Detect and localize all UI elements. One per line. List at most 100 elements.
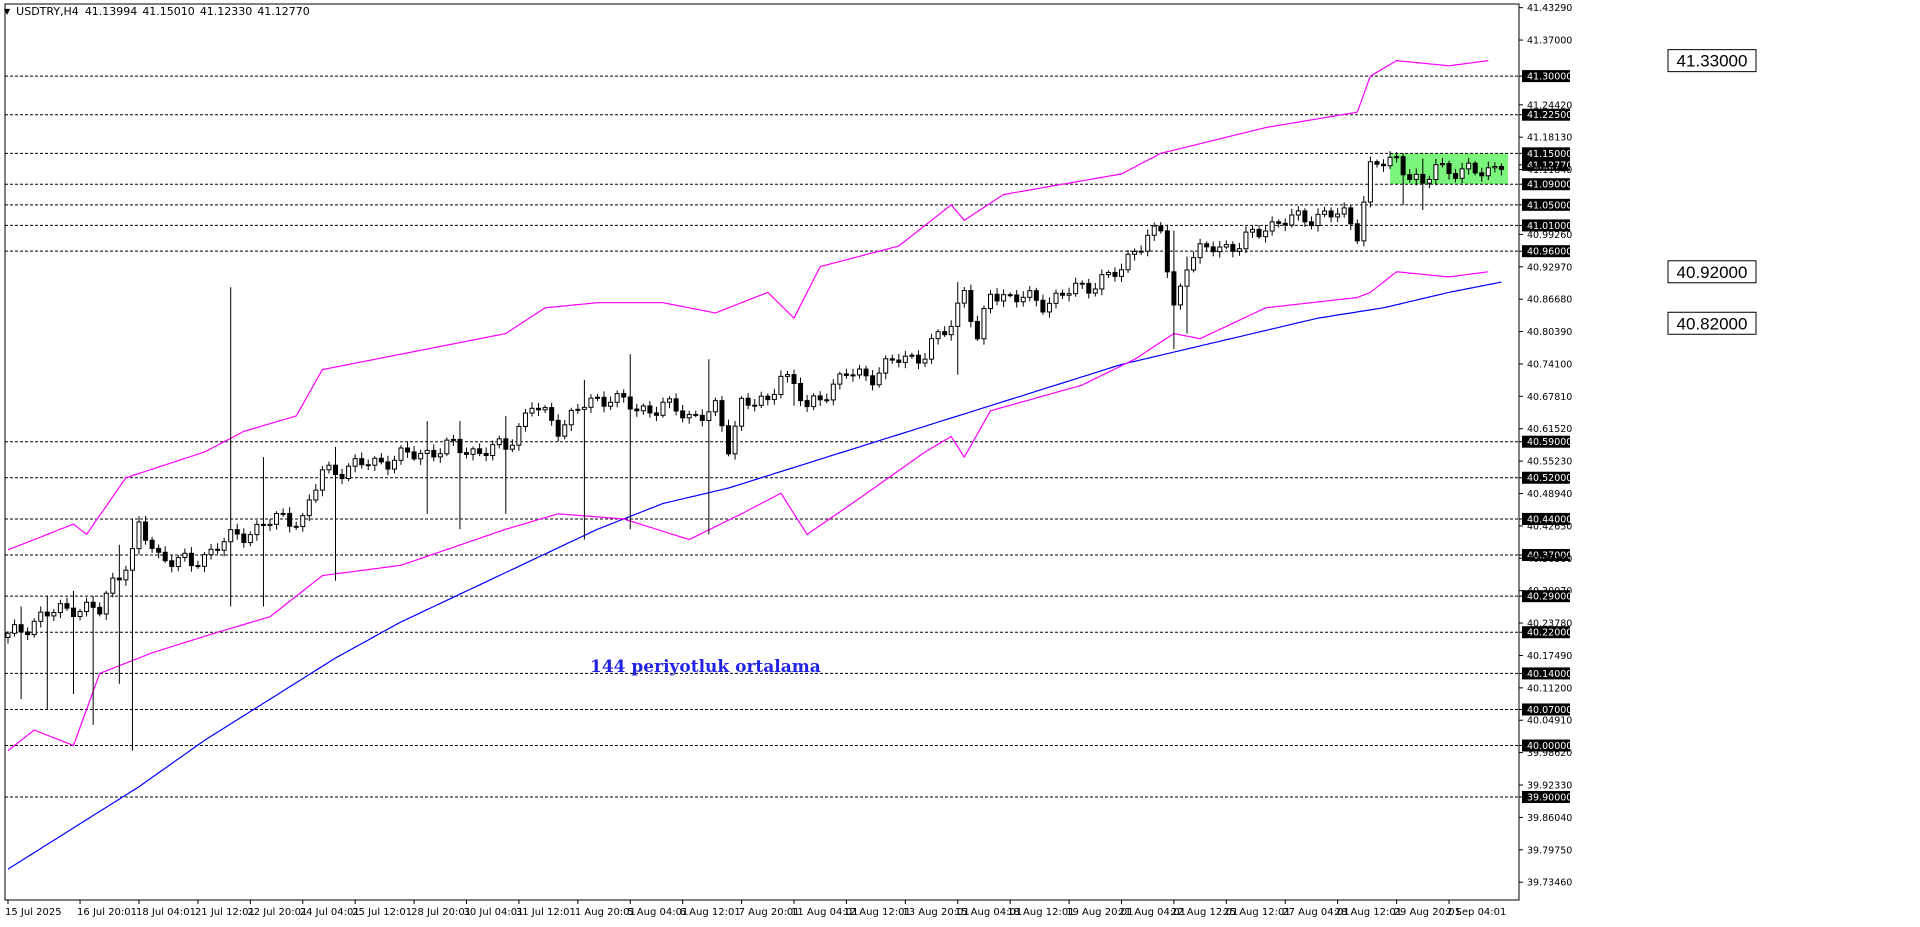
bull-candle[interactable] — [1413, 173, 1419, 180]
bear-candle[interactable] — [215, 548, 221, 551]
bear-candle[interactable] — [1498, 166, 1504, 170]
bull-candle[interactable] — [1191, 257, 1197, 271]
bull-candle[interactable] — [1459, 168, 1465, 179]
bollinger-lower-line[interactable] — [7, 271, 1489, 752]
bull-candle[interactable] — [581, 406, 587, 410]
bear-candle[interactable] — [1348, 207, 1354, 225]
bear-candle[interactable] — [536, 407, 542, 411]
bull-candle[interactable] — [837, 373, 843, 385]
bear-candle[interactable] — [169, 560, 175, 568]
bull-candle[interactable] — [667, 398, 673, 403]
bear-candle[interactable] — [188, 552, 194, 567]
bear-candle[interactable] — [333, 464, 338, 475]
bull-candle[interactable] — [961, 289, 967, 304]
bear-candle[interactable] — [143, 521, 149, 541]
bull-candle[interactable] — [136, 521, 142, 550]
bull-candle[interactable] — [280, 512, 286, 515]
bull-candle[interactable] — [522, 412, 528, 427]
bull-candle[interactable] — [221, 541, 227, 551]
bull-candle[interactable] — [1295, 210, 1301, 216]
bull-candle[interactable] — [228, 529, 234, 543]
bull-candle[interactable] — [1073, 282, 1079, 295]
bull-candle[interactable] — [830, 383, 836, 401]
ma-144-line[interactable] — [7, 281, 1502, 870]
bull-candle[interactable] — [437, 453, 443, 458]
bull-candle[interactable] — [450, 438, 456, 441]
bull-candle[interactable] — [758, 395, 764, 406]
bull-candle[interactable] — [739, 397, 745, 427]
bull-candle[interactable] — [929, 338, 935, 360]
bull-candle[interactable] — [857, 368, 862, 376]
bull-candle[interactable] — [346, 465, 352, 480]
bear-candle[interactable] — [863, 368, 869, 377]
bull-candle[interactable] — [254, 523, 260, 536]
bull-candle[interactable] — [1197, 243, 1203, 259]
bull-candle[interactable] — [922, 358, 928, 364]
bull-candle[interactable] — [103, 592, 109, 615]
bear-candle[interactable] — [621, 393, 627, 398]
bull-candle[interactable] — [496, 438, 502, 446]
bull-candle[interactable] — [1184, 269, 1190, 287]
bull-candle[interactable] — [247, 534, 253, 544]
bear-candle[interactable] — [673, 398, 679, 412]
bull-candle[interactable] — [1217, 246, 1223, 253]
bull-candle[interactable] — [1053, 292, 1059, 304]
bear-candle[interactable] — [1400, 156, 1406, 176]
bear-candle[interactable] — [647, 405, 653, 414]
bull-candle[interactable] — [326, 464, 332, 471]
bear-candle[interactable] — [1479, 172, 1485, 177]
bull-candle[interactable] — [595, 396, 600, 399]
bear-candle[interactable] — [260, 523, 266, 526]
bear-candle[interactable] — [817, 395, 823, 401]
bear-candle[interactable] — [968, 289, 974, 322]
bear-candle[interactable] — [745, 397, 751, 406]
bull-candle[interactable] — [391, 459, 397, 470]
bull-candle[interactable] — [300, 515, 306, 528]
bear-candle[interactable] — [601, 396, 607, 407]
bear-candle[interactable] — [1328, 210, 1334, 218]
bear-candle[interactable] — [25, 631, 31, 636]
bull-candle[interactable] — [31, 620, 37, 636]
bull-candle[interactable] — [1439, 163, 1445, 166]
bull-candle[interactable] — [175, 556, 181, 568]
bear-candle[interactable] — [752, 404, 758, 407]
bear-candle[interactable] — [870, 375, 876, 386]
bear-candle[interactable] — [1276, 221, 1282, 224]
bull-candle[interactable] — [313, 489, 319, 501]
bull-candle[interactable] — [1341, 207, 1347, 215]
bull-candle[interactable] — [1250, 228, 1255, 233]
bull-candle[interactable] — [516, 425, 522, 446]
bull-candle[interactable] — [660, 401, 666, 416]
bull-candle[interactable] — [208, 548, 214, 556]
bear-candle[interactable] — [549, 407, 555, 421]
bull-candle[interactable] — [988, 293, 993, 310]
bear-candle[interactable] — [791, 374, 797, 385]
bull-candle[interactable] — [981, 308, 987, 340]
bear-candle[interactable] — [293, 525, 299, 528]
bear-candle[interactable] — [896, 359, 902, 363]
bear-candle[interactable] — [1453, 173, 1459, 179]
bear-candle[interactable] — [1210, 246, 1216, 253]
bull-candle[interactable] — [588, 397, 594, 408]
bear-candle[interactable] — [1171, 271, 1177, 306]
bear-candle[interactable] — [915, 354, 921, 364]
bull-candle[interactable] — [1387, 156, 1393, 167]
bull-candle[interactable] — [568, 409, 574, 426]
bear-candle[interactable] — [634, 408, 640, 412]
bull-candle[interactable] — [1105, 271, 1111, 276]
bear-candle[interactable] — [1256, 228, 1262, 238]
bull-candle[interactable] — [909, 354, 915, 357]
bear-candle[interactable] — [974, 320, 980, 340]
bear-candle[interactable] — [411, 451, 417, 460]
bear-candle[interactable] — [798, 383, 804, 402]
bull-candle[interactable] — [1263, 230, 1269, 238]
bull-candle[interactable] — [771, 393, 777, 401]
bull-candle[interactable] — [1485, 167, 1491, 177]
bear-candle[interactable] — [1204, 243, 1210, 248]
bull-candle[interactable] — [77, 611, 83, 618]
bull-candle[interactable] — [876, 372, 882, 386]
bull-candle[interactable] — [811, 395, 817, 408]
bear-candle[interactable] — [1033, 290, 1039, 301]
bull-candle[interactable] — [608, 401, 614, 407]
